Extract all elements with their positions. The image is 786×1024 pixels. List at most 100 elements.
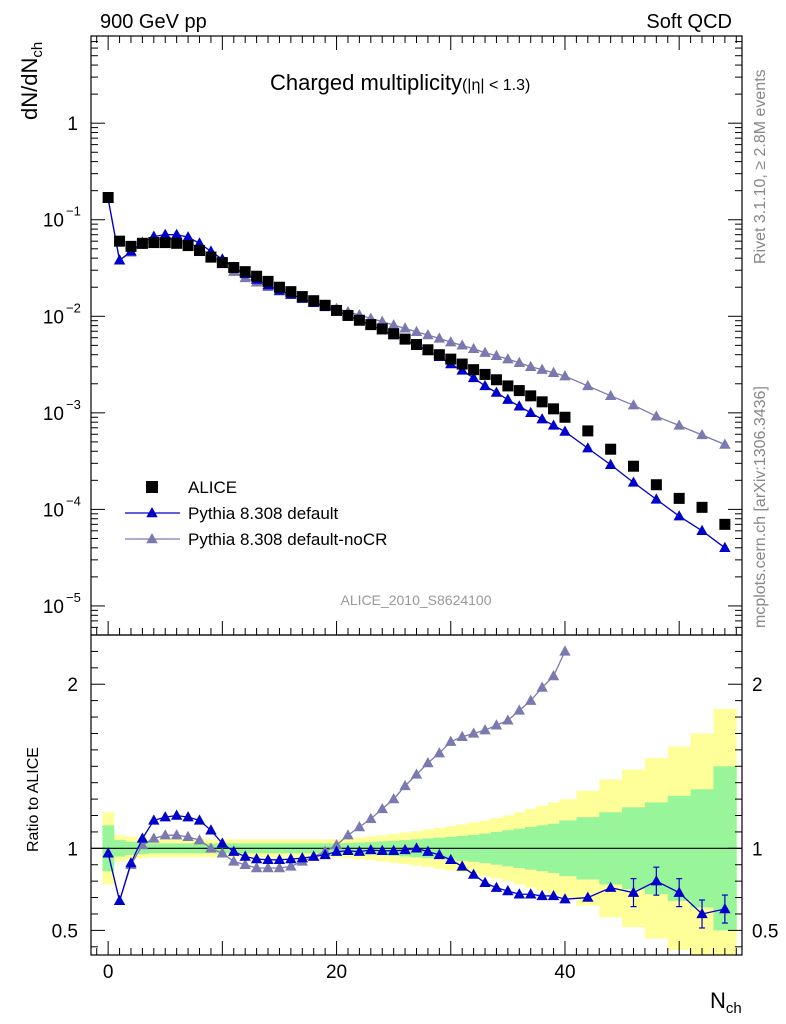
point-default	[113, 254, 126, 265]
point-default	[479, 379, 491, 391]
ratio-point-nocr	[547, 670, 560, 681]
point-alice	[171, 237, 183, 249]
point-alice	[605, 443, 617, 455]
main-y-tick-label: 1	[67, 114, 78, 135]
ratio-point-default	[285, 853, 297, 864]
ratio-point-default	[490, 881, 503, 892]
ratio-point-nocr	[525, 694, 537, 705]
ratio-axes: 0.5 0.51 12 20 20 40	[52, 634, 778, 983]
point-default	[650, 493, 663, 504]
ratio-point-nocr	[170, 829, 183, 840]
point-alice	[628, 460, 639, 472]
point-nocr	[536, 363, 548, 374]
ratio-point-nocr	[433, 747, 446, 758]
ratio-point-nocr	[273, 862, 286, 873]
ratio-point-nocr	[285, 860, 297, 871]
main-title: Charged multiplicity(|η| < 1.3)	[270, 70, 530, 95]
point-alice	[536, 396, 548, 408]
ratio-point-default	[262, 853, 274, 865]
point-alice	[102, 191, 114, 203]
side-mcplots: mcplots.cern.ch [arXiv:1306.3436]	[752, 386, 769, 628]
ratio-point-default	[125, 857, 137, 868]
ratio-point-nocr	[353, 821, 366, 832]
ratio-point-default	[387, 844, 400, 855]
ratio-point-nocr	[262, 862, 274, 873]
point-alice	[273, 281, 285, 293]
point-nocr	[696, 428, 708, 440]
point-alice	[673, 492, 685, 504]
point-nocr	[387, 319, 400, 330]
ratio-point-default	[673, 886, 685, 897]
ratio-point-default	[308, 850, 320, 861]
point-alice	[285, 286, 297, 298]
main-y-tick-label: 10	[43, 211, 64, 232]
ratio-point-nocr	[239, 858, 251, 869]
point-alice	[513, 385, 525, 397]
point-nocr	[376, 315, 388, 326]
ratio-point-default	[182, 811, 194, 822]
ratio-point-nocr	[422, 757, 434, 768]
point-default	[547, 419, 560, 430]
ratio-point-default	[330, 845, 343, 856]
point-nocr	[547, 366, 560, 377]
point-alice	[262, 275, 274, 287]
ratio-point-default	[342, 844, 354, 855]
point-alice	[114, 235, 126, 247]
point-default	[559, 425, 571, 436]
main-y-label-text: dN/dN	[17, 58, 42, 120]
ratio-point-nocr	[387, 793, 400, 804]
point-alice	[148, 237, 160, 249]
point-alice	[205, 251, 217, 263]
point-default	[673, 510, 685, 521]
ratio-point-default	[547, 889, 560, 901]
main-y-label-sub: ch	[29, 42, 46, 58]
point-alice	[445, 353, 457, 365]
ratio-point-default	[205, 824, 217, 835]
ratio-y-tick-label: 0.5	[52, 921, 78, 942]
ratio-point-nocr	[445, 735, 457, 746]
point-nocr	[433, 332, 446, 343]
ratio-point-nocr	[216, 847, 229, 858]
point-nocr	[627, 399, 640, 410]
ratio-point-default	[250, 853, 263, 864]
legend: ALICE Pythia 8.308 default Pythia 8.308 de…	[125, 478, 387, 549]
point-alice	[308, 295, 320, 307]
ratio-point-default	[410, 842, 423, 853]
ratio-y-tick-label-right: 1	[752, 839, 763, 860]
main-y-tick-exponent: −1	[66, 204, 81, 219]
point-default	[490, 386, 503, 397]
point-alice	[388, 328, 400, 340]
point-nocr	[559, 370, 571, 381]
ratio-point-default	[559, 893, 571, 904]
point-default	[502, 393, 514, 404]
point-nocr	[650, 410, 663, 421]
ratio-point-default	[193, 814, 206, 825]
header-left: 900 GeV pp	[100, 11, 207, 33]
ratio-point-default	[502, 885, 514, 896]
ratio-point-nocr	[250, 862, 263, 873]
ratio-y-tick-label: 1	[67, 839, 78, 860]
ratio-point-nocr	[159, 829, 171, 840]
ratio-point-default	[536, 889, 548, 901]
ratio-point-default	[604, 881, 617, 892]
point-default	[582, 442, 594, 453]
ratio-point-default	[433, 848, 446, 860]
ratio-point-default	[273, 853, 286, 865]
point-nocr	[582, 379, 594, 391]
x-tick-label: 20	[326, 962, 347, 983]
point-alice	[456, 358, 468, 370]
ratio-point-nocr	[559, 645, 571, 656]
point-alice	[365, 319, 377, 331]
main-y-tick-label: 10	[43, 597, 64, 618]
point-alice	[399, 333, 411, 345]
ratio-point-nocr	[182, 830, 194, 842]
ratio-point-default	[296, 852, 308, 863]
point-nocr	[479, 346, 491, 357]
ratio-point-default	[113, 894, 126, 906]
ratio-y-tick-label: 2	[67, 675, 78, 696]
main-y-tick-exponent: −3	[66, 397, 81, 412]
legend-marker-nocr	[146, 533, 158, 544]
point-alice	[239, 266, 251, 278]
main-y-tick-exponent: −4	[66, 493, 81, 508]
ratio-point-default	[148, 814, 160, 825]
